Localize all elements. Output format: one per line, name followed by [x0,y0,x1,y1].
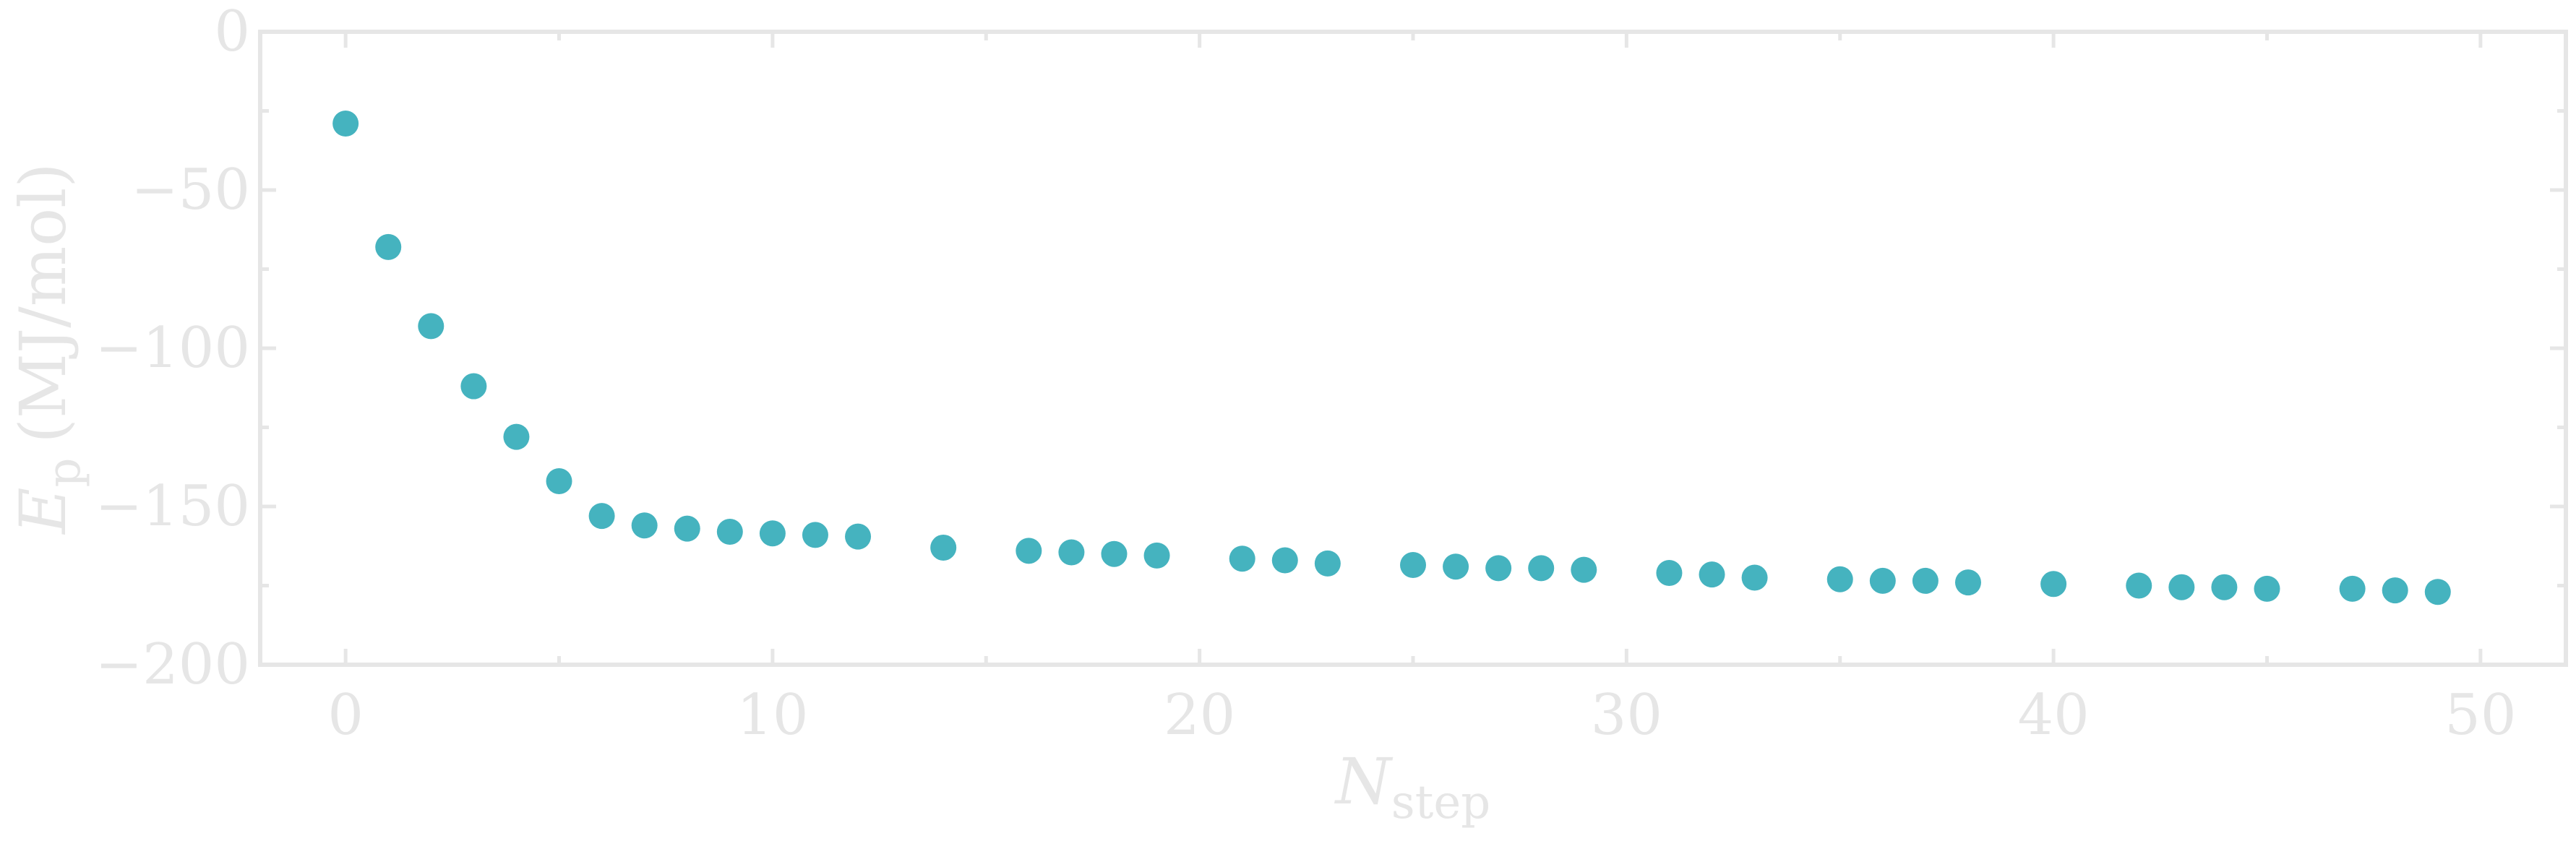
x-tick-label: 20 [1164,683,1235,748]
x-axis-label-sub: step [1391,776,1490,829]
data-point [588,503,615,530]
y-axis-label-sub: p [38,458,91,488]
data-point [1314,550,1341,577]
data-point [631,512,658,539]
data-point [1101,540,1128,567]
data-point [845,523,872,550]
x-tick-label: 40 [2017,683,2089,748]
x-tick-label: 10 [737,683,808,748]
y-axis-label-main: E [6,487,80,535]
x-axis-label-main: N [1334,744,1394,819]
data-point [375,233,402,260]
data-point [759,520,786,547]
data-point [1528,555,1555,582]
data-point [674,515,700,542]
data-point [546,467,572,494]
data-point [716,519,743,545]
data-point [1826,566,1853,592]
y-tick-label: −100 [95,316,250,381]
data-point [1485,555,1512,582]
x-axis-label: Nstep [1334,744,1490,829]
data-point [1058,539,1085,566]
data-point [1741,564,1768,591]
data-point [2168,574,2195,600]
y-tick-label: 0 [214,0,250,64]
data-point [1699,561,1725,588]
data-point [1143,542,1170,569]
data-point [2339,575,2366,602]
data-point [802,522,828,548]
data-point [930,534,957,561]
axis-labels: Nstep Ep (MJ/mol) [6,163,1490,829]
y-tick-label: −50 [131,158,250,223]
data-points [332,111,2451,605]
axes: 0 10 20 30 40 50 0 −50 −100 −150 −200 [95,0,2568,748]
data-point [1869,567,1896,594]
y-tick-label: −150 [95,474,250,539]
data-point [1229,545,1255,572]
data-point [1954,569,1981,596]
data-point [1656,559,1683,586]
data-point [2254,575,2280,602]
data-point [2382,577,2408,604]
y-axis-label: Ep (MJ/mol) [6,163,91,535]
data-point [503,423,530,450]
data-point [460,373,487,400]
data-point [1443,553,1469,580]
data-point [2424,579,2451,605]
data-point [418,313,445,340]
y-tick-label: −200 [95,632,250,697]
data-point [1016,538,1042,564]
x-tick-label: 50 [2444,683,2516,748]
data-point [332,111,359,137]
x-tick-label: 0 [327,683,364,748]
x-tick-label: 30 [1591,683,1662,748]
data-point [2040,571,2067,598]
data-point [1571,556,1597,583]
data-point [1400,552,1426,579]
y-axis-label-unit: (MJ/mol) [6,163,80,443]
data-point [1271,547,1298,574]
data-point [1912,567,1939,594]
data-point [2126,572,2152,599]
data-point [2211,574,2238,600]
